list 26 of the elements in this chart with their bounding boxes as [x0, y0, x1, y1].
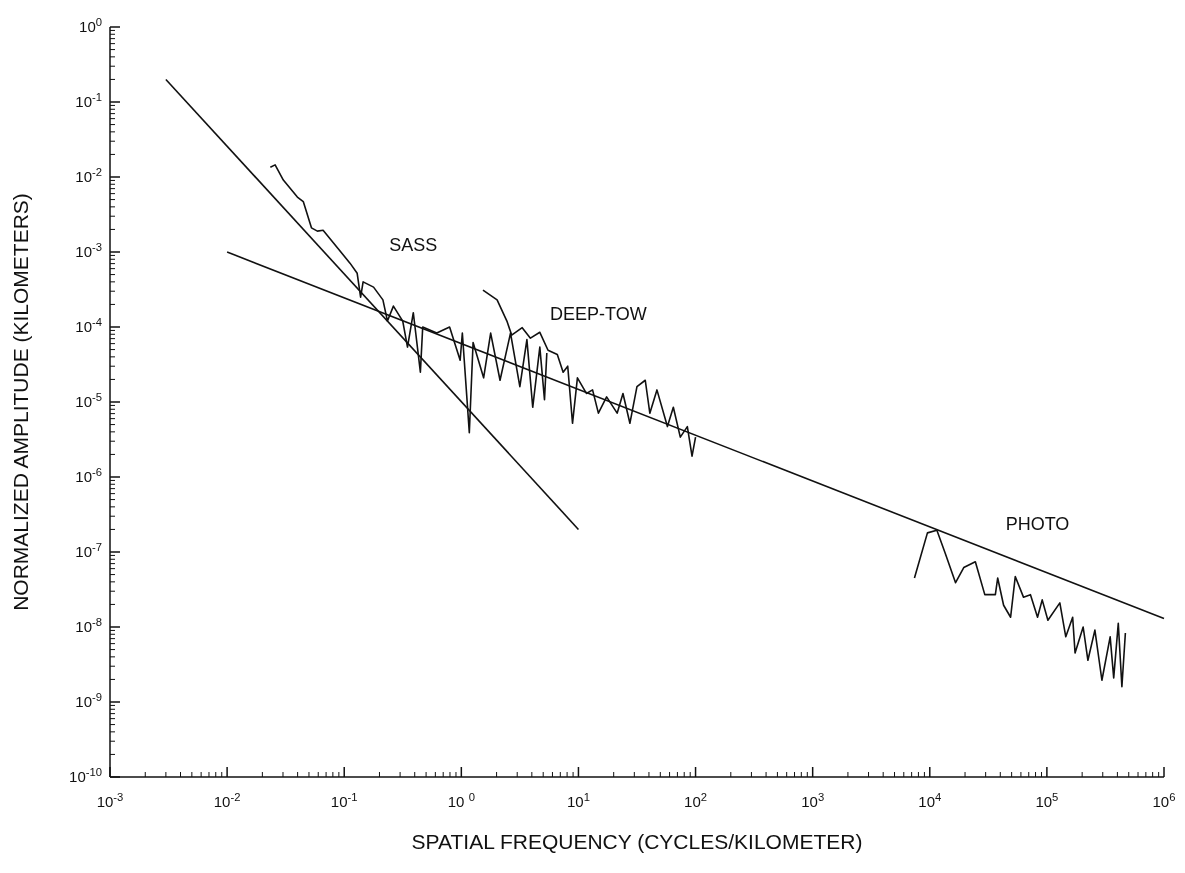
- y-tick-label: 10$^{-5}$: [75, 391, 102, 410]
- y-tick-label: 10$^{-1}$: [75, 91, 102, 110]
- x-tick-label: 10$^{4}$: [918, 791, 942, 810]
- y-axis-title: NORMALIZED AMPLITUDE (KILOMETERS): [9, 193, 32, 611]
- y-tick-label: 10$^{-7}$: [75, 541, 102, 560]
- x-tick-label: 10 $^{0}$: [447, 791, 475, 810]
- y-tick-label: 10$^{-6}$: [75, 466, 102, 485]
- x-tick-label: 10$^{6}$: [1152, 791, 1176, 810]
- y-tick-label: 10$^{-8}$: [75, 616, 102, 635]
- y-tick-label: 10$^{-9}$: [75, 691, 102, 710]
- y-tick-label: 10$^{-3}$: [75, 241, 102, 260]
- series-label: SASS: [389, 235, 438, 256]
- x-tick-label: 10$^{2}$: [684, 791, 708, 810]
- x-tick-label: 10$^{-1}$: [330, 791, 358, 810]
- y-tick-label: 10$^{-10}$: [69, 766, 102, 785]
- y-tick-label: 10$^{0}$: [79, 16, 102, 35]
- y-tick-label: 10$^{-2}$: [75, 166, 102, 185]
- y-tick-label: 10$^{-4}$: [75, 316, 102, 335]
- series-label: DEEP-TOW: [550, 304, 647, 325]
- x-tick-label: 10$^{5}$: [1035, 791, 1059, 810]
- x-tick-label: 10$^{-2}$: [213, 791, 241, 810]
- x-tick-label: 10$^{3}$: [801, 791, 825, 810]
- text: PHOTO: [1005, 513, 1070, 534]
- x-tick-label: 10$^{-3}$: [96, 791, 124, 810]
- x-tick-label: 10$^{1}$: [566, 791, 590, 810]
- x-axis-title: SPATIAL FREQUENCY (CYCLES/KILOMETER): [411, 830, 863, 853]
